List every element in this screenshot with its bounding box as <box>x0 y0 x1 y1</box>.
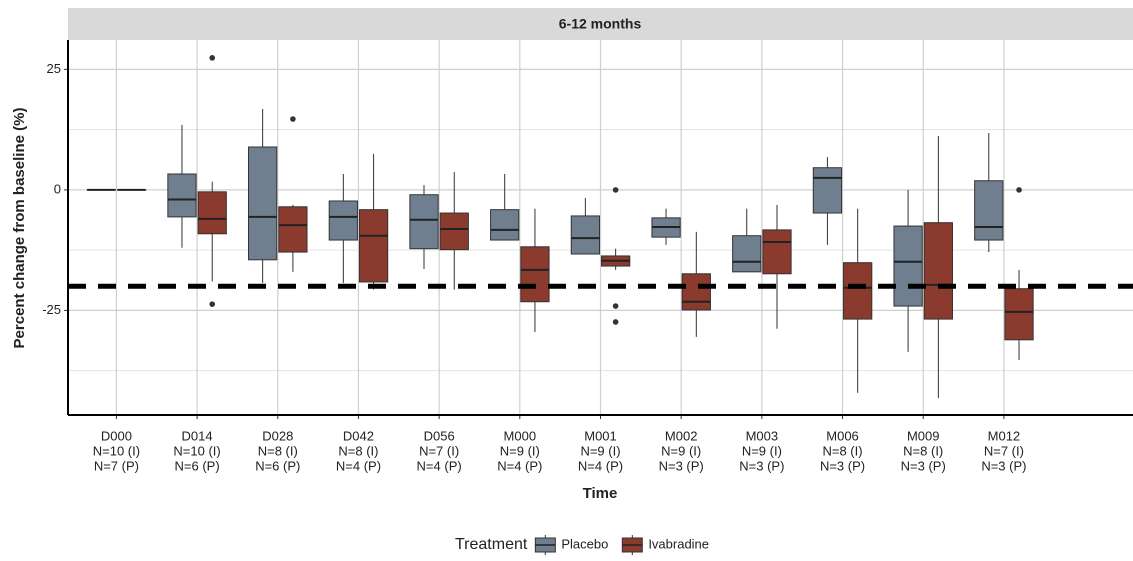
y-tick-label: 25 <box>47 61 61 76</box>
x-tick-sublabel: N=6 (P) <box>175 458 220 473</box>
outlier <box>290 116 296 122</box>
box <box>733 236 761 272</box>
x-tick-label: M012 <box>988 428 1021 443</box>
legend-label: Placebo <box>561 536 608 551</box>
x-tick-sublabel: N=6 (P) <box>255 458 300 473</box>
x-tick-sublabel: N=8 (I) <box>258 443 298 458</box>
x-tick-sublabel: N=8 (I) <box>903 443 943 458</box>
box <box>975 181 1003 240</box>
box-group <box>571 198 599 254</box>
x-tick-sublabel: N=3 (P) <box>981 458 1026 473</box>
box <box>440 213 468 250</box>
x-tick-label: M000 <box>504 428 537 443</box>
x-tick-sublabel: N=9 (I) <box>500 443 540 458</box>
x-tick-sublabel: N=7 (I) <box>984 443 1024 458</box>
box <box>279 207 307 252</box>
y-tick-label: -25 <box>42 302 61 317</box>
box <box>813 168 841 213</box>
x-tick-sublabel: N=8 (I) <box>338 443 378 458</box>
outlier <box>209 55 215 61</box>
x-tick-label: M006 <box>826 428 859 443</box>
box-group <box>1005 187 1033 360</box>
box-group <box>975 133 1003 252</box>
x-tick-sublabel: N=7 (I) <box>419 443 459 458</box>
box-group <box>198 55 226 307</box>
box-group <box>652 209 680 245</box>
y-axis-title: Percent change from baseline (%) <box>11 108 28 349</box>
box-group <box>844 209 872 393</box>
outlier <box>1016 187 1022 193</box>
box <box>198 192 226 234</box>
x-axis-title: Time <box>583 485 618 502</box>
x-tick-sublabel: N=3 (P) <box>820 458 865 473</box>
x-tick-sublabel: N=9 (I) <box>580 443 620 458</box>
box <box>894 226 922 306</box>
x-tick-label: D042 <box>343 428 374 443</box>
box-group <box>279 116 307 272</box>
x-tick-sublabel: N=10 (I) <box>173 443 220 458</box>
box-group <box>894 190 922 352</box>
outlier <box>613 319 619 325</box>
box-group <box>359 154 387 290</box>
x-tick-label: D056 <box>424 428 455 443</box>
box-group <box>733 209 761 272</box>
legend: Treatment Placebo Ivabradine <box>455 535 709 555</box>
x-tick-sublabel: N=9 (I) <box>742 443 782 458</box>
x-tick-sublabel: N=3 (P) <box>901 458 946 473</box>
x-tick-sublabel: N=4 (P) <box>578 458 623 473</box>
x-tick-label: D014 <box>182 428 213 443</box>
x-tick-label: M001 <box>584 428 617 443</box>
x-tick-label: D000 <box>101 428 132 443</box>
legend-label: Ivabradine <box>648 536 709 551</box>
x-tick-sublabel: N=10 (I) <box>93 443 140 458</box>
box <box>763 230 791 274</box>
box-group <box>168 125 196 248</box>
x-tick-label: M002 <box>665 428 698 443</box>
x-tick-sublabel: N=3 (P) <box>739 458 784 473</box>
box-group <box>491 174 519 240</box>
box <box>410 195 438 249</box>
outlier <box>613 303 619 309</box>
x-tick-sublabel: N=7 (P) <box>94 458 139 473</box>
box-group <box>813 157 841 245</box>
outlier <box>613 187 619 193</box>
box <box>571 216 599 254</box>
x-tick-label: M003 <box>746 428 779 443</box>
box <box>682 274 710 310</box>
x-tick-sublabel: N=4 (P) <box>497 458 542 473</box>
box <box>521 247 549 302</box>
box <box>329 201 357 240</box>
x-tick-sublabel: N=4 (P) <box>336 458 381 473</box>
box-group <box>521 209 549 332</box>
outlier <box>209 301 215 307</box>
x-tick-label: D028 <box>262 428 293 443</box>
box <box>491 210 519 240</box>
x-tick-sublabel: N=8 (I) <box>822 443 862 458</box>
box <box>359 210 387 282</box>
box-group <box>249 109 277 283</box>
box <box>249 147 277 260</box>
box <box>844 263 872 319</box>
box <box>924 223 952 319</box>
box <box>168 174 196 217</box>
x-tick-sublabel: N=4 (P) <box>417 458 462 473</box>
box-group <box>924 136 952 398</box>
y-tick-label: 0 <box>54 181 61 196</box>
grid <box>68 40 1133 415</box>
x-tick-label: M009 <box>907 428 940 443</box>
legend-title: Treatment <box>455 536 528 553</box>
facet-title: 6-12 months <box>559 16 642 32</box>
x-tick-sublabel: N=3 (P) <box>659 458 704 473</box>
box-group <box>602 187 630 325</box>
box-group <box>410 185 438 269</box>
x-tick-sublabel: N=9 (I) <box>661 443 701 458</box>
box <box>1005 289 1033 340</box>
